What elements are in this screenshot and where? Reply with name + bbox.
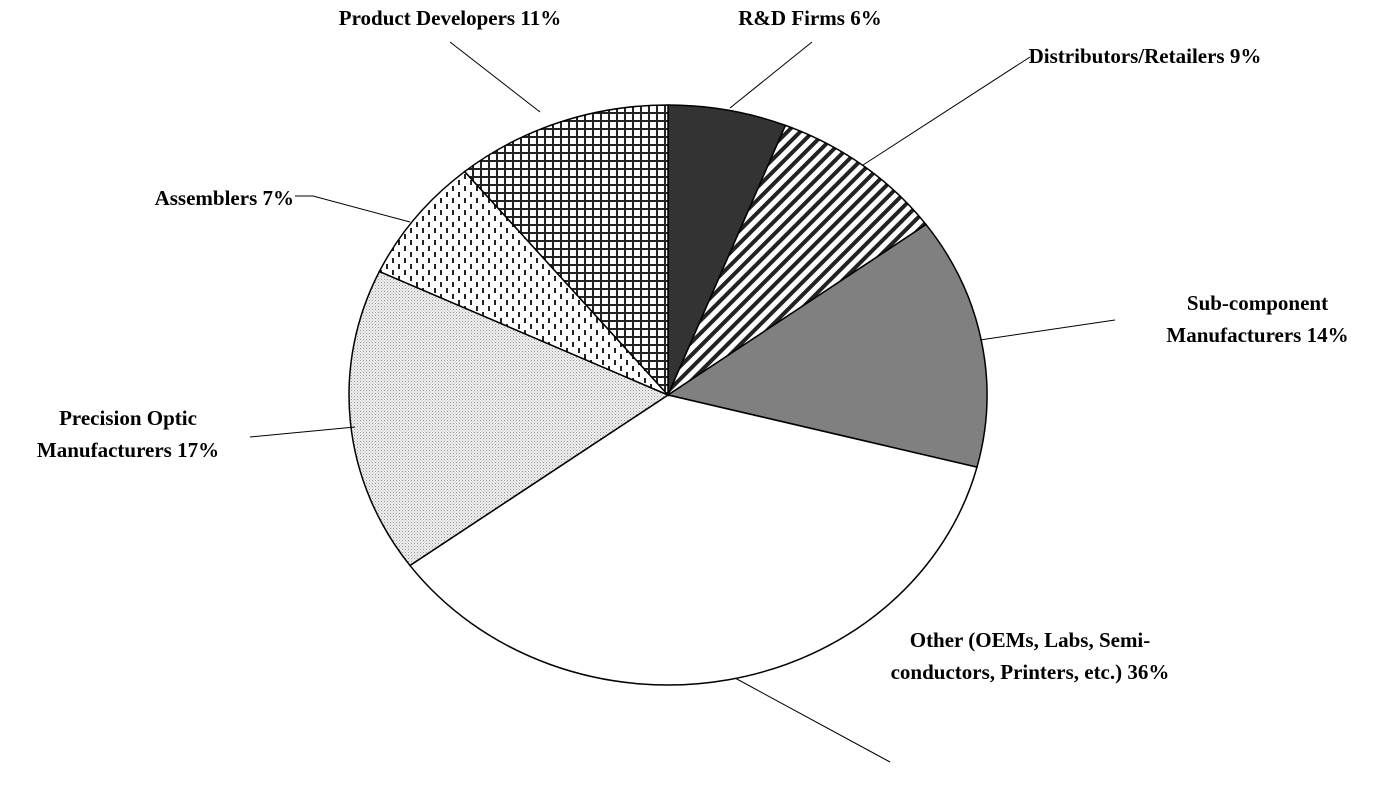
leader-lines: [249, 41, 1116, 763]
pie-slice: [348, 270, 670, 567]
leader-line: [249, 426, 356, 438]
pie-slice: [666, 223, 988, 469]
category-label: Product Developers: [338, 6, 516, 30]
pie-slice: [378, 170, 669, 396]
leader-line: [979, 319, 1116, 341]
value-label: 9%: [1229, 44, 1262, 68]
slice-label: Other (OEMs, Labs, Semi-conductors, Prin…: [890, 624, 1170, 688]
slice-label: Assemblers 7%: [60, 182, 294, 214]
pie-slice: [667, 104, 787, 396]
slice-label: Distributors/Retailers 9%: [1020, 40, 1270, 72]
slice-label: Precision Optic Manufacturers 17%: [0, 402, 256, 466]
leader-line: [449, 41, 541, 113]
leader-line: [734, 677, 891, 763]
slices: [348, 104, 988, 686]
pie-slice: [463, 104, 669, 397]
pie-slice: [666, 124, 928, 398]
category-label: Precision Optic Manufacturers: [36, 406, 197, 462]
category-label: Distributors/Retailers: [1028, 44, 1225, 68]
slice-label: Product Developers 11%: [290, 2, 610, 34]
category-label: Sub-component Manufacturers: [1166, 291, 1329, 347]
value-label: 11%: [520, 6, 562, 30]
value-label: 6%: [850, 6, 882, 30]
slice-label: R&D Firms 6%: [700, 2, 920, 34]
slice-label: Sub-component Manufacturers 14%: [1140, 287, 1375, 351]
leader-line: [862, 56, 1031, 166]
category-label: Other (OEMs, Labs, Semi-conductors, Prin…: [890, 628, 1151, 684]
leader-line: [295, 195, 411, 223]
value-label: 7%: [262, 186, 295, 210]
value-label: 17%: [177, 438, 220, 462]
leader-line: [729, 41, 813, 109]
category-label: Assemblers: [154, 186, 258, 210]
value-label: 36%: [1127, 660, 1170, 684]
value-label: 14%: [1306, 323, 1349, 347]
pie-slice: [408, 394, 978, 686]
category-label: R&D Firms: [738, 6, 845, 30]
